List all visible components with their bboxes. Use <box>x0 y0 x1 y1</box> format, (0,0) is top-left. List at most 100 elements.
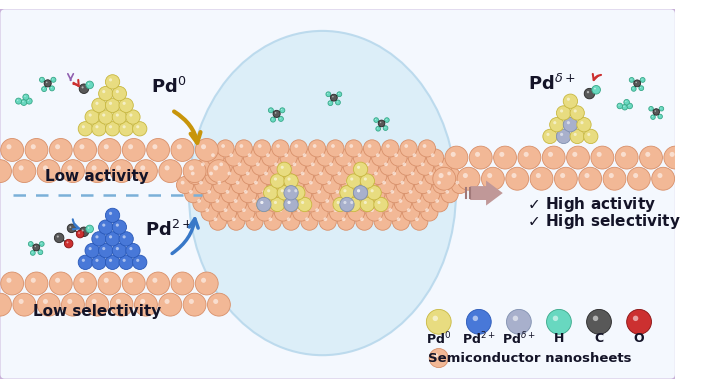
Circle shape <box>189 165 194 170</box>
Circle shape <box>280 149 297 166</box>
Circle shape <box>205 167 222 184</box>
Circle shape <box>299 190 302 194</box>
Circle shape <box>260 167 277 184</box>
Circle shape <box>581 121 583 124</box>
Circle shape <box>147 139 169 161</box>
Circle shape <box>370 167 387 184</box>
Circle shape <box>205 208 209 212</box>
Circle shape <box>329 102 330 103</box>
Circle shape <box>493 146 517 169</box>
Circle shape <box>319 171 323 175</box>
Circle shape <box>116 299 121 304</box>
Circle shape <box>74 272 96 295</box>
Circle shape <box>116 223 119 227</box>
Circle shape <box>396 217 401 221</box>
Circle shape <box>297 197 312 211</box>
Circle shape <box>17 100 18 101</box>
Circle shape <box>262 149 279 166</box>
Circle shape <box>641 79 643 80</box>
Circle shape <box>372 190 376 194</box>
Circle shape <box>329 163 333 166</box>
Circle shape <box>43 299 48 304</box>
Circle shape <box>413 153 416 157</box>
Circle shape <box>313 185 330 203</box>
Circle shape <box>427 190 430 194</box>
Circle shape <box>632 87 636 91</box>
Circle shape <box>309 181 313 185</box>
Circle shape <box>262 190 266 194</box>
Circle shape <box>587 133 590 136</box>
Circle shape <box>451 177 468 194</box>
Circle shape <box>264 213 281 230</box>
Circle shape <box>364 181 367 185</box>
Circle shape <box>633 315 639 321</box>
Circle shape <box>91 165 96 170</box>
Circle shape <box>311 163 314 166</box>
Circle shape <box>67 299 72 304</box>
Circle shape <box>16 98 21 104</box>
Circle shape <box>119 98 133 113</box>
Circle shape <box>126 243 140 258</box>
Circle shape <box>469 146 492 169</box>
Circle shape <box>384 163 388 166</box>
Circle shape <box>287 217 290 221</box>
Circle shape <box>287 201 290 204</box>
Circle shape <box>627 167 650 190</box>
Circle shape <box>639 86 644 90</box>
Circle shape <box>128 278 133 283</box>
Circle shape <box>82 125 85 128</box>
Circle shape <box>455 181 459 185</box>
Circle shape <box>423 185 440 203</box>
Circle shape <box>207 159 230 182</box>
Circle shape <box>32 252 33 253</box>
Circle shape <box>225 149 242 166</box>
Circle shape <box>261 208 264 212</box>
Circle shape <box>307 158 324 175</box>
Circle shape <box>553 121 556 124</box>
Circle shape <box>457 167 480 190</box>
Circle shape <box>567 121 570 124</box>
Circle shape <box>109 78 112 81</box>
Circle shape <box>360 177 377 194</box>
Circle shape <box>128 144 133 149</box>
Circle shape <box>326 92 331 97</box>
Circle shape <box>564 94 578 108</box>
Circle shape <box>248 153 251 157</box>
Circle shape <box>682 173 687 178</box>
Circle shape <box>116 165 121 170</box>
Circle shape <box>284 185 298 200</box>
Circle shape <box>634 80 641 87</box>
Circle shape <box>217 140 234 157</box>
Circle shape <box>96 125 98 128</box>
Circle shape <box>640 87 641 88</box>
Circle shape <box>116 90 119 93</box>
Circle shape <box>394 153 398 157</box>
Circle shape <box>337 101 338 102</box>
Circle shape <box>326 199 329 203</box>
Circle shape <box>401 181 404 185</box>
Circle shape <box>279 208 282 212</box>
Circle shape <box>627 103 632 109</box>
Circle shape <box>587 91 589 93</box>
Circle shape <box>130 113 132 117</box>
Circle shape <box>284 197 298 211</box>
Circle shape <box>268 217 273 221</box>
Circle shape <box>513 315 518 321</box>
Circle shape <box>250 217 254 221</box>
Circle shape <box>487 173 492 178</box>
Circle shape <box>152 144 157 149</box>
Circle shape <box>570 106 584 120</box>
Circle shape <box>356 213 373 230</box>
Circle shape <box>297 208 301 212</box>
Circle shape <box>105 75 120 89</box>
Circle shape <box>536 173 541 178</box>
Circle shape <box>74 139 96 161</box>
Circle shape <box>78 255 93 270</box>
Circle shape <box>327 140 344 157</box>
Circle shape <box>332 96 333 97</box>
Circle shape <box>52 78 53 80</box>
Circle shape <box>354 190 358 194</box>
Circle shape <box>566 146 590 169</box>
Circle shape <box>226 190 229 194</box>
Circle shape <box>624 99 629 105</box>
